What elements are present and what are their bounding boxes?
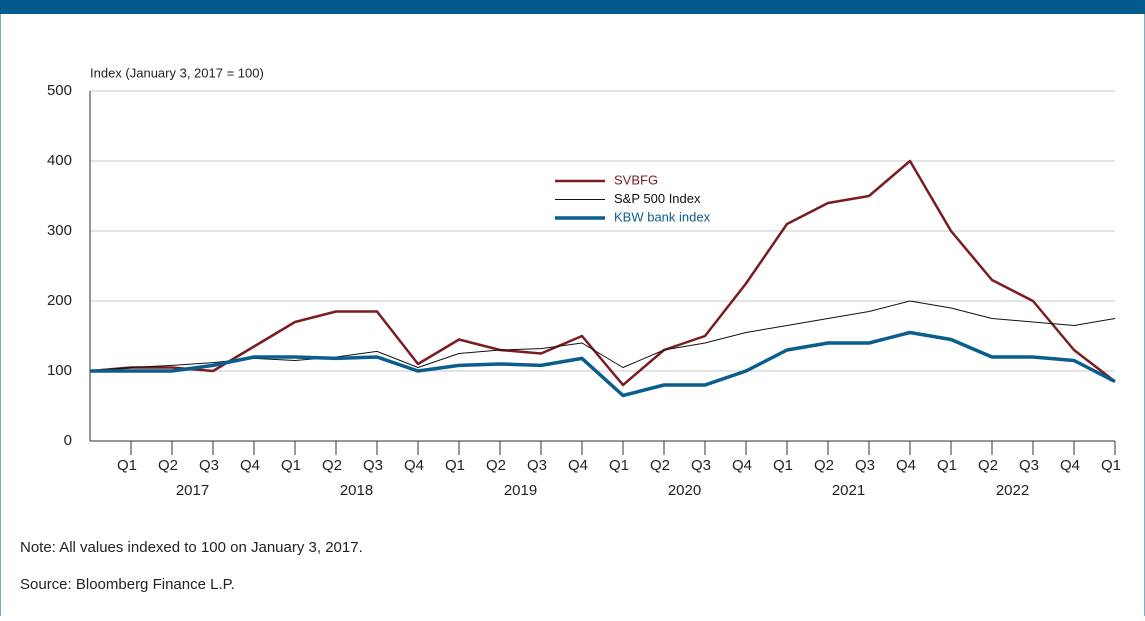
x-tick-label: Q4 [732, 457, 752, 474]
x-tick-label: Q4 [404, 457, 424, 474]
x-tick-label: Q1 [937, 457, 957, 474]
x-tick-label: Q4 [896, 457, 916, 474]
x-tick-label: Q3 [691, 457, 711, 474]
year-label: 2018 [340, 482, 373, 499]
year-label: 2021 [832, 482, 865, 499]
y-tick-label: 500 [47, 82, 72, 99]
legend-label: SVBFG [614, 172, 658, 187]
year-label: 2022 [996, 482, 1029, 499]
x-tick-label: Q3 [527, 457, 547, 474]
note: Note: All values indexed to 100 on Janua… [20, 539, 363, 556]
legend-label: S&P 500 Index [614, 191, 701, 206]
x-tick-label: Q2 [486, 457, 506, 474]
x-tick-label: Q2 [322, 457, 342, 474]
x-tick-label: Q3 [363, 457, 383, 474]
x-tick-label: Q4 [1060, 457, 1080, 474]
x-tick-label: Q3 [855, 457, 875, 474]
x-tick-label: Q1 [609, 457, 629, 474]
x-tick-label: Q1 [445, 457, 465, 474]
y-tick-label: 200 [47, 292, 72, 309]
x-tick-label: Q1 [117, 457, 137, 474]
series-line [90, 330, 1116, 398]
year-label: 2020 [668, 482, 701, 499]
x-tick-label: Q4 [568, 457, 588, 474]
year-label: 2019 [504, 482, 537, 499]
x-tick-label: Q3 [199, 457, 219, 474]
source: Source: Bloomberg Finance L.P. [20, 576, 235, 593]
x-tick-label: Q2 [814, 457, 834, 474]
y-tick-label: 300 [47, 222, 72, 239]
x-tick-label: Q2 [158, 457, 178, 474]
legend-label: KBW bank index [614, 209, 711, 224]
x-tick-label: Q1 [1101, 457, 1121, 474]
x-tick-label: Q2 [978, 457, 998, 474]
y-tick-label: 100 [47, 362, 72, 379]
header-bar [0, 0, 1145, 14]
x-tick-label: Q3 [1019, 457, 1039, 474]
y-tick-label: 0 [64, 432, 72, 449]
x-tick-label: Q1 [773, 457, 793, 474]
x-tick-label: Q4 [240, 457, 260, 474]
x-tick-label: Q2 [650, 457, 670, 474]
y-tick-label: 400 [47, 152, 72, 169]
series-line [89, 159, 1116, 387]
y-axis-label: Index (January 3, 2017 = 100) [90, 65, 264, 80]
x-tick-label: Q1 [281, 457, 301, 474]
year-label: 2017 [176, 482, 209, 499]
